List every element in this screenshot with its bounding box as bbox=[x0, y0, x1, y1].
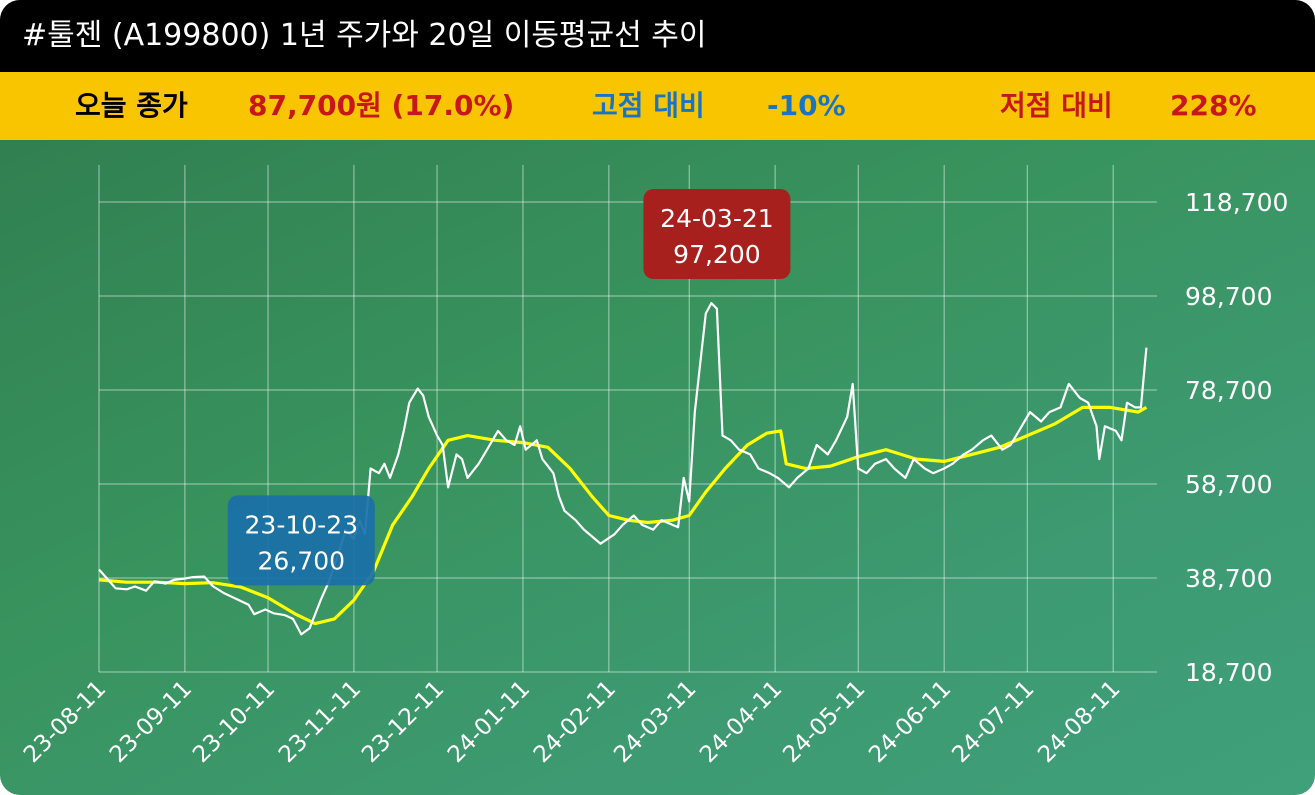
x-tick-label: 23-11-11 bbox=[274, 676, 366, 768]
y-tick-label: 18,700 bbox=[1185, 658, 1272, 687]
x-tick-label: 24-03-11 bbox=[609, 676, 701, 768]
low-point-date: 23-10-23 bbox=[245, 510, 358, 539]
low-compare-label: 저점 대비 bbox=[1000, 89, 1113, 122]
y-tick-label: 78,700 bbox=[1185, 376, 1272, 405]
line-chart: 18,700 38,700 58,700 78,700 98,700 118,700 23-… bbox=[19, 165, 1288, 768]
x-tick-label: 24-06-11 bbox=[864, 676, 956, 768]
x-tick-label: 24-05-11 bbox=[778, 676, 870, 768]
chart-title: #툴젠 (A199800) 1년 주가와 20일 이동평균선 추이 bbox=[0, 0, 1315, 72]
high-compare-label: 고점 대비 bbox=[592, 89, 705, 122]
stats-bar: 오늘 종가 87,700원 (17.0%) 고점 대비 -10% 저점 대비 2… bbox=[0, 72, 1315, 140]
x-tick-label: 24-01-11 bbox=[443, 676, 535, 768]
high-point-box bbox=[643, 189, 791, 280]
high-compare-value: -10% bbox=[767, 89, 846, 122]
price-line bbox=[98, 302, 1148, 636]
y-tick-label: 58,700 bbox=[1185, 470, 1272, 499]
y-tick-label: 118,700 bbox=[1185, 188, 1288, 217]
y-tick-label: 98,700 bbox=[1185, 282, 1272, 311]
high-point-date: 24-03-21 bbox=[660, 204, 773, 233]
x-tick-label: 23-10-11 bbox=[188, 676, 280, 768]
high-point-value: 97,200 bbox=[673, 240, 760, 269]
x-tick-label: 23-08-11 bbox=[19, 676, 111, 768]
low-point-box bbox=[227, 495, 375, 586]
x-tick-label: 24-08-11 bbox=[1033, 676, 1125, 768]
x-tick-label: 24-02-11 bbox=[529, 676, 621, 768]
y-tick-label: 38,700 bbox=[1185, 564, 1272, 593]
low-compare-value: 228% bbox=[1170, 89, 1257, 122]
low-point-value: 26,700 bbox=[258, 546, 345, 575]
x-tick-label: 23-12-11 bbox=[357, 676, 449, 768]
x-tick-label: 24-07-11 bbox=[947, 676, 1039, 768]
x-tick-label: 23-09-11 bbox=[105, 676, 197, 768]
x-tick-label: 24-04-11 bbox=[695, 676, 787, 768]
close-label: 오늘 종가 bbox=[75, 89, 188, 122]
close-value: 87,700원 (17.0%) bbox=[248, 89, 515, 122]
